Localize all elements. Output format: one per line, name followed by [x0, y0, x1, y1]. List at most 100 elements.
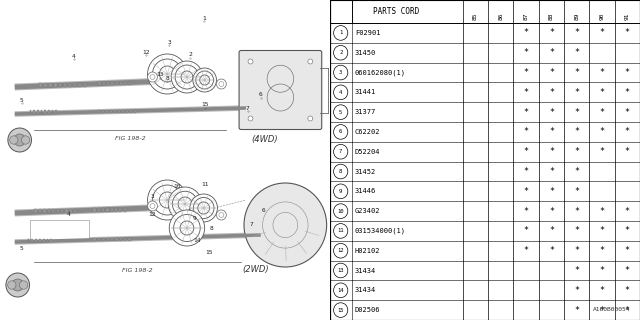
Text: *: * — [524, 187, 529, 196]
Bar — [52, 110, 54, 114]
Text: 4: 4 — [72, 53, 76, 59]
Bar — [51, 238, 52, 242]
Text: 8: 8 — [210, 226, 213, 230]
Circle shape — [248, 59, 253, 64]
Text: F02901: F02901 — [355, 30, 380, 36]
Bar — [106, 208, 109, 212]
Text: 6: 6 — [262, 207, 266, 212]
Bar — [111, 208, 113, 212]
Text: 31434: 31434 — [355, 287, 376, 293]
Bar — [130, 109, 132, 113]
Text: *: * — [524, 68, 529, 77]
Text: *: * — [574, 266, 579, 275]
Bar — [74, 209, 77, 213]
Text: H02102: H02102 — [355, 248, 380, 254]
Bar — [69, 83, 71, 86]
Text: 7: 7 — [339, 149, 342, 154]
Text: 10: 10 — [173, 183, 181, 188]
Bar — [120, 82, 122, 85]
Text: 31450: 31450 — [355, 50, 376, 56]
Text: *: * — [600, 266, 605, 275]
Circle shape — [169, 210, 205, 246]
Bar — [61, 209, 63, 213]
Text: *: * — [574, 147, 579, 156]
Text: 10: 10 — [337, 209, 344, 214]
Circle shape — [248, 116, 253, 121]
Text: 15: 15 — [201, 102, 209, 108]
Bar — [49, 83, 52, 86]
Text: *: * — [574, 28, 579, 37]
Text: 3: 3 — [150, 194, 154, 198]
Text: *: * — [549, 246, 554, 255]
Text: PARTS CORD: PARTS CORD — [373, 7, 419, 16]
Bar — [102, 109, 104, 113]
Text: *: * — [625, 306, 630, 315]
Text: 85: 85 — [473, 12, 478, 20]
Bar — [39, 83, 42, 86]
Text: 89: 89 — [574, 12, 579, 20]
Circle shape — [308, 59, 313, 64]
Circle shape — [148, 201, 157, 211]
Bar — [134, 109, 136, 113]
Circle shape — [171, 61, 203, 93]
Bar — [54, 83, 56, 86]
Circle shape — [193, 68, 216, 92]
Text: *: * — [549, 28, 554, 37]
Text: 7: 7 — [250, 222, 253, 228]
Bar — [48, 110, 50, 114]
Bar — [107, 237, 109, 241]
Text: *: * — [574, 286, 579, 295]
Bar — [31, 238, 33, 242]
Text: *: * — [574, 108, 579, 116]
Bar — [28, 238, 29, 242]
Bar — [110, 109, 112, 113]
Text: 5: 5 — [20, 98, 24, 102]
Text: *: * — [549, 88, 554, 97]
Circle shape — [168, 187, 202, 221]
Bar — [29, 110, 31, 114]
Text: *: * — [574, 246, 579, 255]
Text: *: * — [524, 167, 529, 176]
Text: 13: 13 — [337, 268, 344, 273]
Text: A160B00054: A160B00054 — [593, 307, 630, 312]
Text: *: * — [625, 246, 630, 255]
Bar — [44, 83, 47, 86]
Text: 12: 12 — [148, 212, 156, 218]
Bar — [39, 209, 41, 213]
Text: *: * — [524, 108, 529, 116]
Text: *: * — [625, 28, 630, 37]
Text: *: * — [524, 48, 529, 57]
Text: *: * — [524, 246, 529, 255]
Text: 11: 11 — [337, 228, 344, 233]
Text: *: * — [549, 207, 554, 216]
Text: *: * — [549, 108, 554, 116]
Circle shape — [216, 210, 227, 220]
Text: *: * — [600, 246, 605, 255]
Bar — [98, 208, 100, 212]
Text: G23402: G23402 — [355, 208, 380, 214]
Text: *: * — [600, 88, 605, 97]
Text: *: * — [524, 127, 529, 136]
Bar — [111, 82, 113, 85]
Text: *: * — [574, 68, 579, 77]
Text: 6: 6 — [259, 92, 262, 98]
Bar — [40, 110, 42, 114]
Bar — [55, 110, 57, 114]
Text: *: * — [600, 306, 605, 315]
Text: *: * — [574, 207, 579, 216]
Bar — [129, 237, 131, 241]
Text: C62202: C62202 — [355, 129, 380, 135]
Text: 7: 7 — [246, 106, 250, 110]
Text: *: * — [625, 147, 630, 156]
Text: 15: 15 — [205, 250, 212, 254]
Text: *: * — [600, 68, 605, 77]
Text: 3: 3 — [339, 70, 342, 75]
Text: 13: 13 — [157, 73, 164, 77]
Circle shape — [10, 136, 18, 144]
Circle shape — [14, 134, 26, 146]
Text: *: * — [625, 127, 630, 136]
Text: 12: 12 — [337, 248, 344, 253]
Text: 14: 14 — [337, 288, 344, 293]
Bar — [124, 237, 126, 241]
Text: 2: 2 — [339, 50, 342, 55]
